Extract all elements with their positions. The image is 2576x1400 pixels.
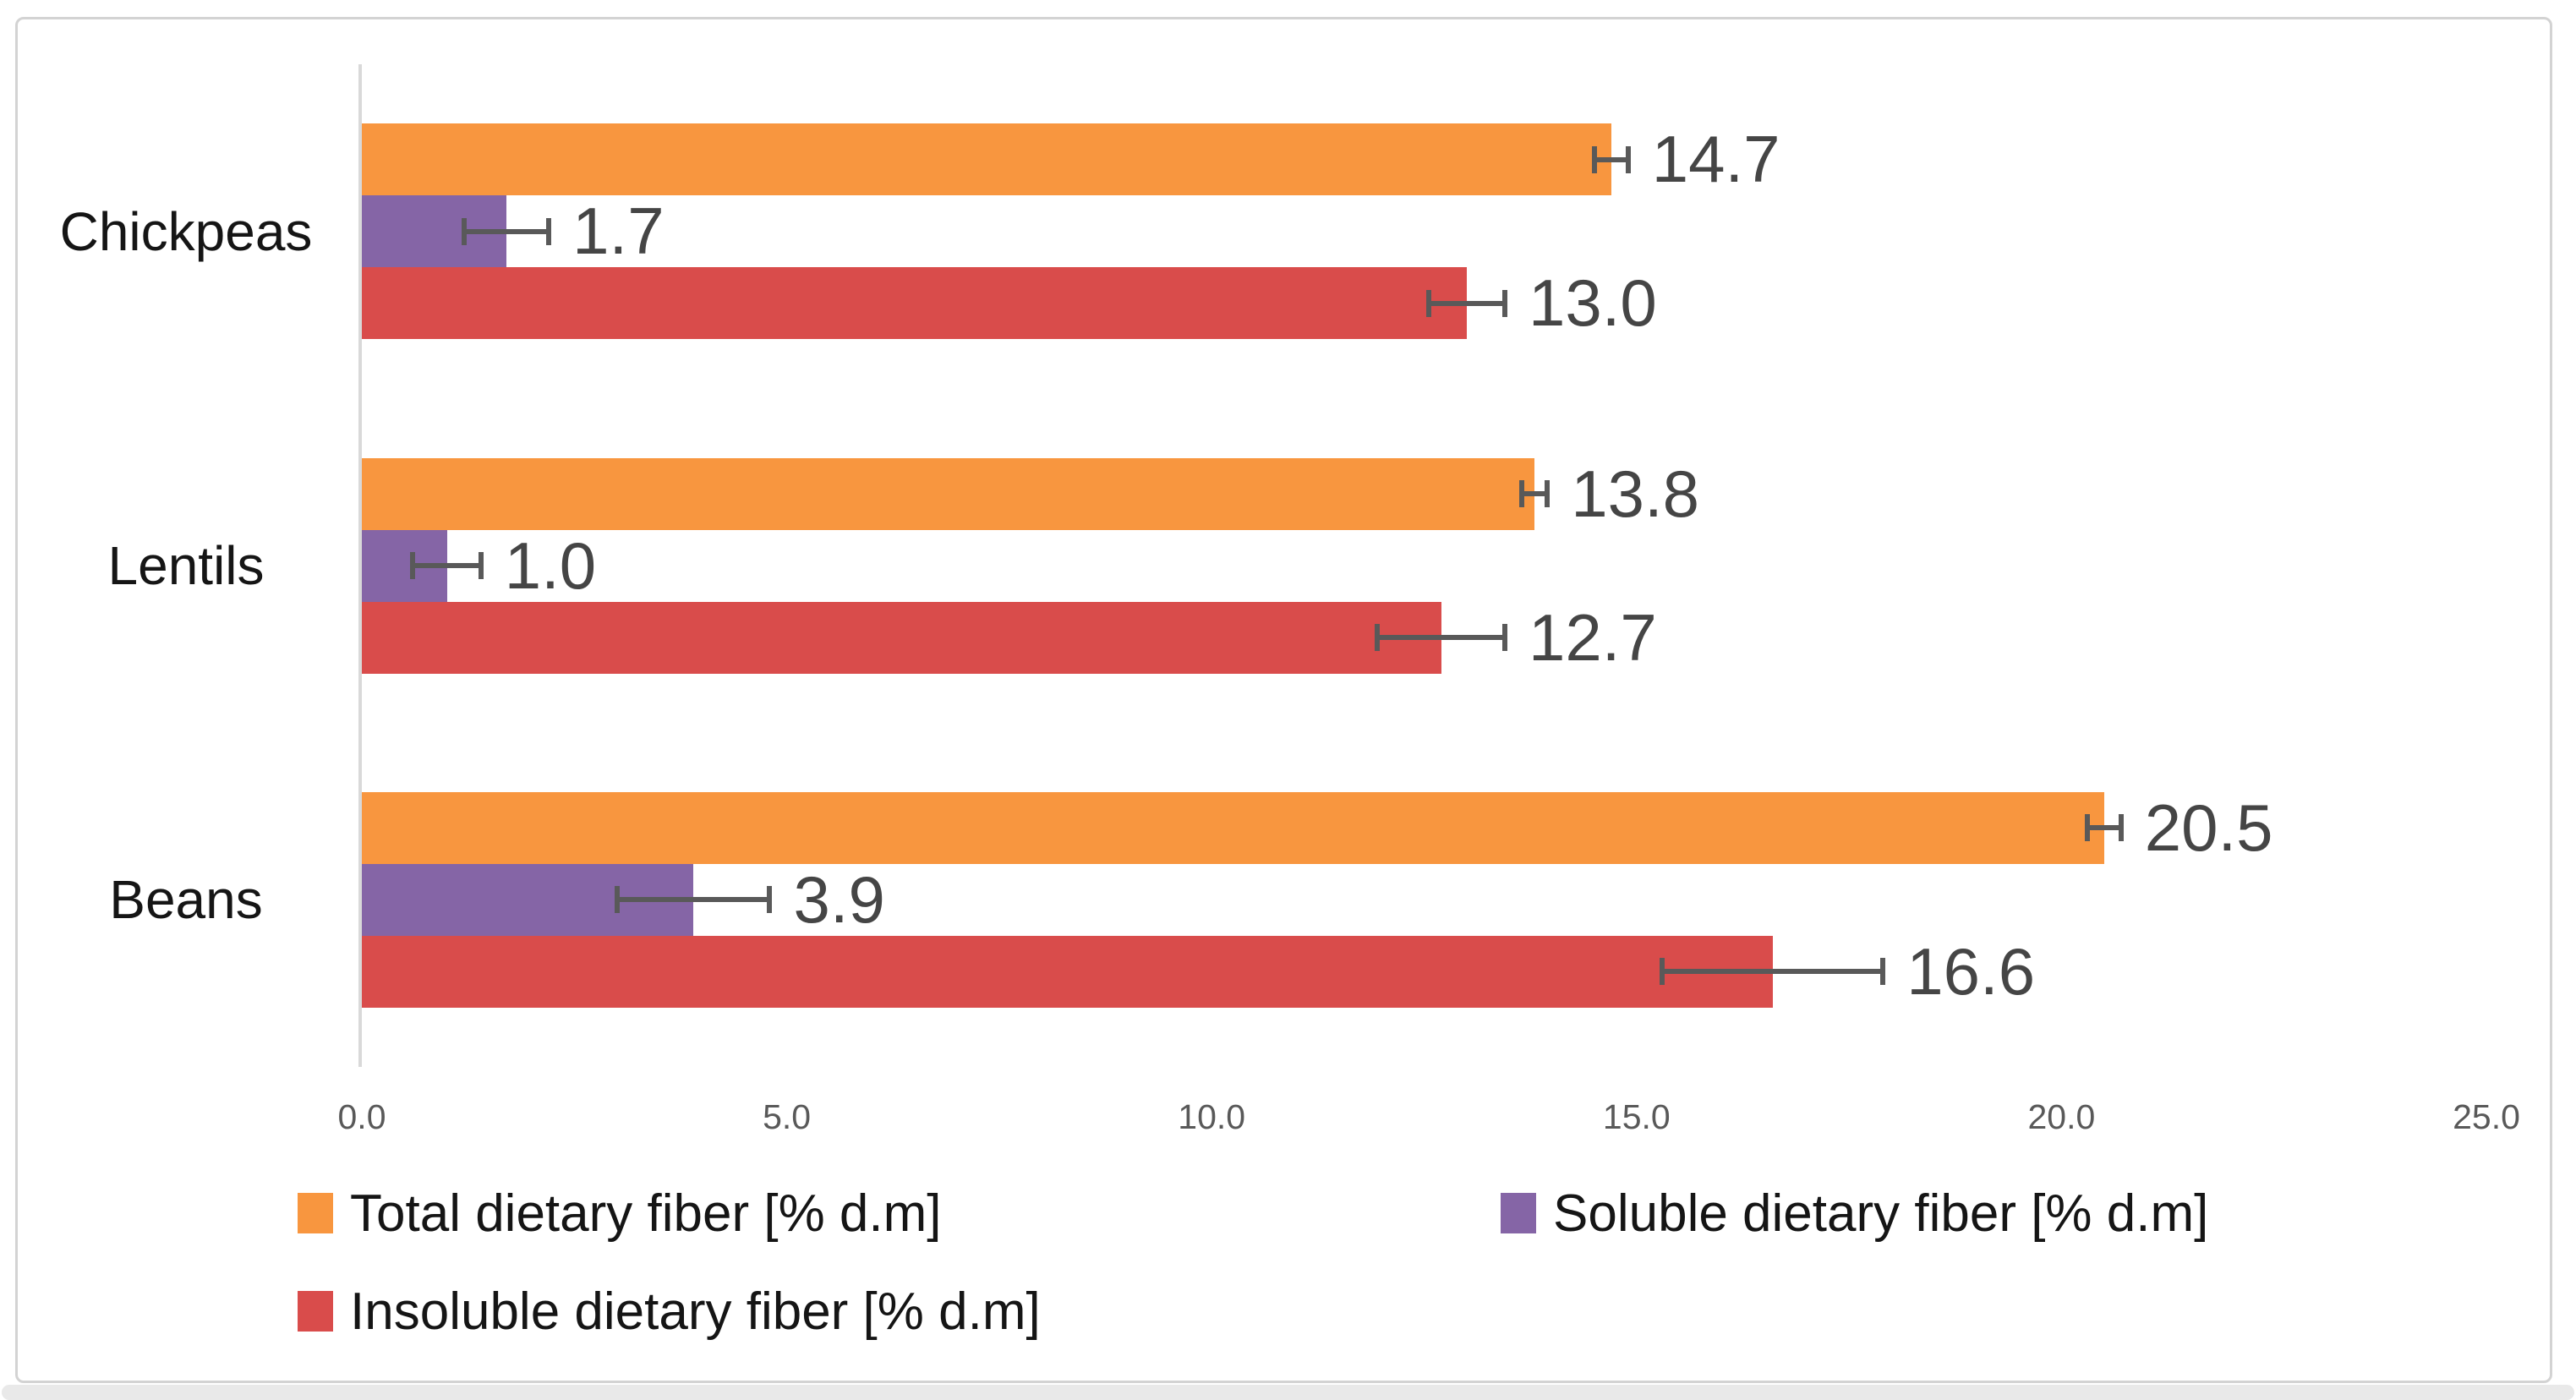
error-bar-line xyxy=(1522,491,1548,496)
data-label-lentils-2: 12.7 xyxy=(1528,599,1657,675)
bar-beans-insoluble xyxy=(362,935,1773,1008)
error-bar-cap xyxy=(1375,624,1381,651)
data-label-lentils-1: 1.0 xyxy=(504,528,597,603)
bar-beans-total xyxy=(362,791,2104,864)
data-label-chickpeas-2: 13.0 xyxy=(1528,265,1657,341)
error-bar-line xyxy=(1661,969,1884,975)
error-bar-cap xyxy=(1519,480,1525,507)
error-bar-cap xyxy=(478,552,484,579)
x-tick-label-25.0: 25.0 xyxy=(2453,1097,2520,1136)
x-tick-label-0.0: 0.0 xyxy=(337,1097,386,1136)
error-bar-cap xyxy=(1545,480,1551,507)
category-label-chickpeas: Chickpeas xyxy=(59,200,313,262)
data-label-chickpeas-0: 14.7 xyxy=(1651,122,1780,197)
page-bottom-divider xyxy=(2,1385,2574,1400)
error-bar-cap xyxy=(614,886,620,914)
category-label-lentils: Lentils xyxy=(107,534,265,596)
bar-chickpeas-total xyxy=(362,123,1611,196)
data-label-beans-2: 16.6 xyxy=(1906,933,2036,1009)
error-bar-line xyxy=(1428,300,1505,306)
x-tick-label-5.0: 5.0 xyxy=(763,1097,812,1136)
bar-lentils-total xyxy=(362,457,1535,530)
error-bar-cap xyxy=(1425,289,1431,317)
x-tick-label-10.0: 10.0 xyxy=(1178,1097,1246,1136)
error-bar-cap xyxy=(1501,289,1507,317)
bar-lentils-insoluble xyxy=(362,601,1441,674)
error-bar-cap xyxy=(767,886,773,914)
error-bar-cap xyxy=(1625,145,1631,173)
bar-chickpeas-insoluble xyxy=(362,267,1467,340)
data-label-lentils-0: 13.8 xyxy=(1571,456,1700,531)
error-bar-cap xyxy=(1501,624,1507,651)
error-bar-cap xyxy=(2118,814,2124,842)
error-bar-cap xyxy=(2084,814,2090,842)
error-bar-cap xyxy=(1591,145,1597,173)
category-label-beans: Beans xyxy=(109,869,263,931)
error-bar-line xyxy=(1594,156,1628,162)
data-label-beans-0: 20.5 xyxy=(2144,790,2273,865)
error-bar-cap xyxy=(546,217,552,245)
error-bar-cap xyxy=(1659,958,1665,986)
error-bar-cap xyxy=(461,217,467,245)
error-bar-line xyxy=(413,563,481,568)
error-bar-line xyxy=(616,897,770,903)
error-bar-cap xyxy=(410,552,416,579)
y-axis-line xyxy=(358,64,362,1067)
x-tick-label-15.0: 15.0 xyxy=(1602,1097,1671,1136)
error-bar-line xyxy=(1377,635,1505,640)
data-label-chickpeas-1: 1.7 xyxy=(572,194,665,269)
error-bar-line xyxy=(2087,825,2121,831)
error-bar-line xyxy=(463,228,550,234)
x-tick-label-20.0: 20.0 xyxy=(2027,1097,2096,1136)
data-label-beans-1: 3.9 xyxy=(793,861,885,937)
error-bar-cap xyxy=(1880,958,1886,986)
